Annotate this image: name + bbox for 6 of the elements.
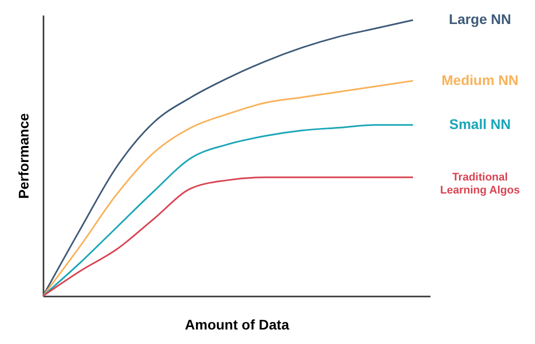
text: Traditional Learning Algos [440,171,520,196]
y-axis-title: Performance [16,112,32,199]
text: Large NN [448,11,512,28]
text: Medium NN [442,72,518,88]
x-axis-title: Amount of Data [184,316,290,332]
text: Small NN [449,116,511,132]
